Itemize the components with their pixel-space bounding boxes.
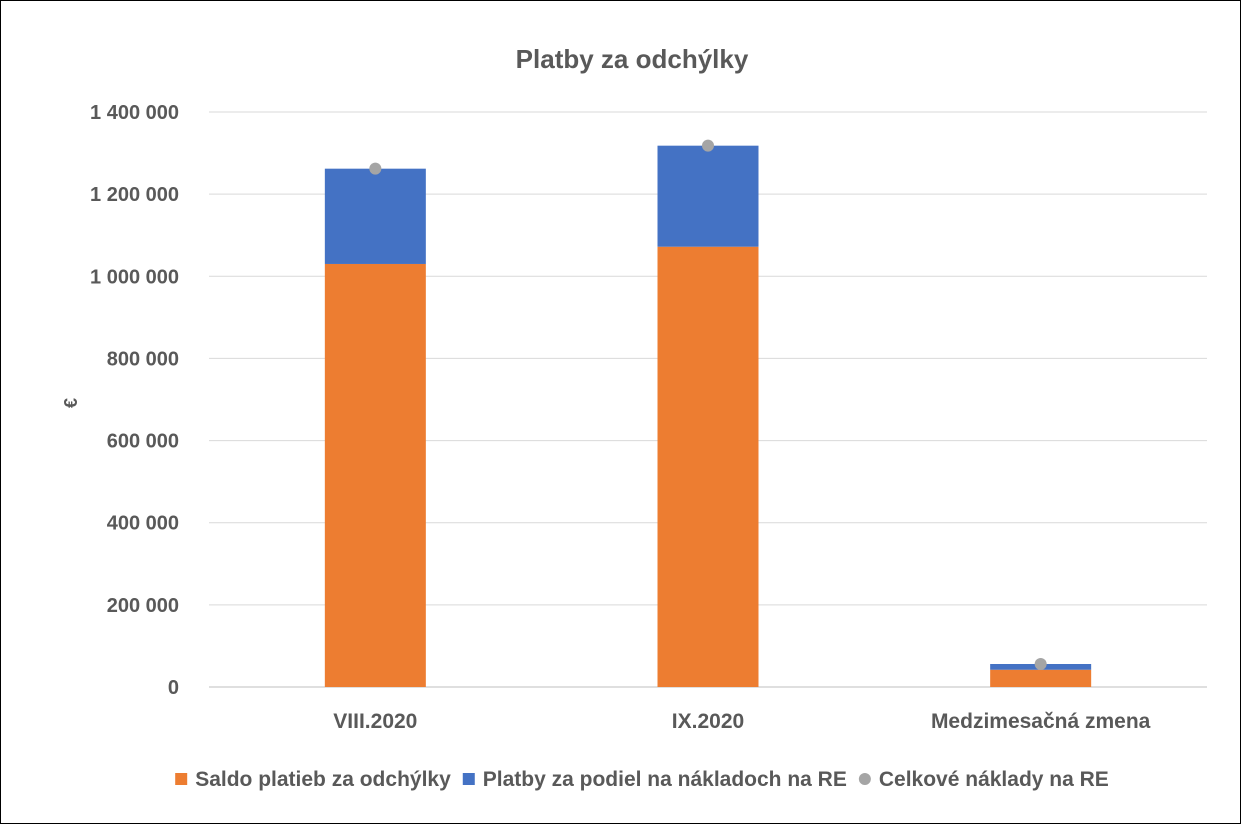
x-tick-label: Medzimesačná zmena	[931, 710, 1151, 733]
chart-title: Platby za odchýlky	[516, 44, 749, 74]
legend-item: Saldo platieb za odchýlky	[175, 768, 451, 791]
total-marker	[1034, 658, 1047, 670]
legend-item: Celkové náklady na RE	[858, 768, 1109, 791]
x-tick-label: IX.2020	[672, 710, 744, 733]
y-tick-label: 1 000 000	[90, 266, 179, 288]
bar-segment	[990, 669, 1092, 687]
x-axis-labels: VIII.2020 IX.2020 Medzimesačná zmena	[333, 710, 1150, 733]
total-markers	[369, 139, 1047, 670]
total-marker	[702, 139, 714, 152]
legend-label: Platby za podiel na nákladoch na RE	[483, 768, 847, 791]
x-tick-label: VIII.2020	[333, 710, 417, 733]
bar-segment	[324, 263, 426, 687]
bars	[324, 145, 1092, 687]
legend: Saldo platieb za odchýlky Platby za podie…	[175, 768, 1109, 791]
y-axis-ticks: 0 200 000 400 000 600 000 800 000 1 000 000 1 …	[90, 102, 179, 699]
y-tick-label: 200 000	[107, 595, 179, 617]
y-tick-label: 600 000	[107, 431, 179, 453]
legend-item: Platby za podiel na nákladoch na RE	[462, 768, 847, 791]
legend-label: Saldo platieb za odchýlky	[195, 768, 451, 791]
bar-segment	[657, 246, 759, 687]
y-axis-label: €	[61, 398, 81, 408]
y-tick-label: 1 400 000	[90, 102, 179, 124]
total-marker	[369, 162, 382, 175]
legend-marker	[858, 773, 871, 785]
legend-swatch	[175, 773, 188, 785]
bar-segment	[657, 145, 759, 247]
legend-label: Celkové náklady na RE	[879, 768, 1109, 791]
y-tick-label: 0	[168, 677, 179, 699]
y-tick-label: 1 200 000	[90, 184, 179, 206]
y-tick-label: 400 000	[107, 513, 179, 535]
y-tick-label: 800 000	[107, 348, 179, 370]
bar-segment	[324, 168, 426, 264]
legend-swatch	[462, 773, 475, 785]
